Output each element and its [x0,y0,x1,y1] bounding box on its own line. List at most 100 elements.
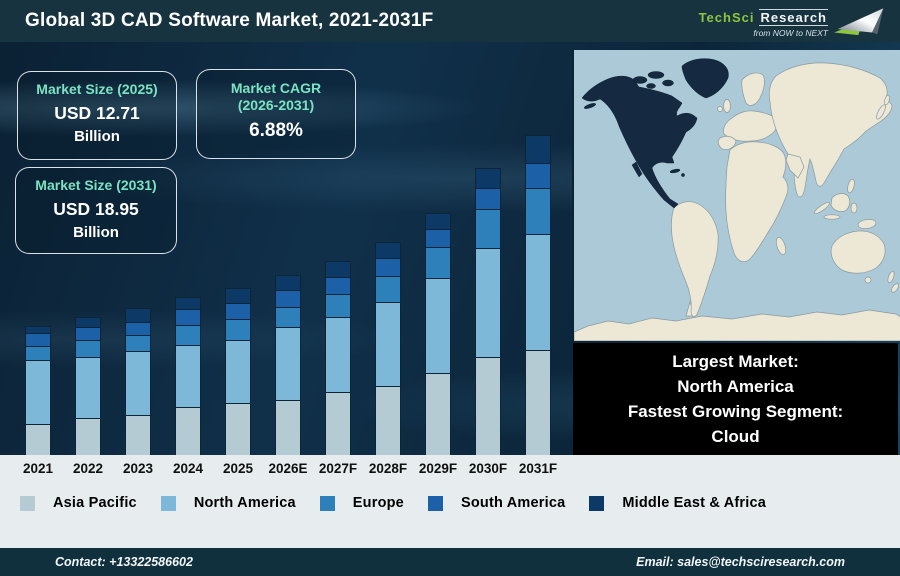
bar-segment-middle-east-africa [25,326,51,333]
bar-segment-north-america [275,327,301,400]
legend-swatch [319,495,335,511]
logo-brand-secondary: Research [759,8,828,26]
bar-segment-middle-east-africa [375,242,401,258]
bar-segment-asia-pacific [475,357,501,455]
legend-label: North America [193,495,296,511]
stat-box-market-size-2031: Market Size (2031) USD 18.95 Billion [15,167,177,254]
bar-segment-south-america [225,303,251,319]
bar-2029F [425,213,451,455]
legend-item-europe: Europe [319,495,404,511]
email-info: Email: sales@techsciresearch.com [636,555,845,569]
legend-item-asia-pacific: Asia Pacific [20,495,137,511]
stat-unit: Billion [74,128,120,145]
x-axis-label-2027F: 2027F [318,461,358,476]
bar-segment-north-america [175,345,201,407]
contact-info: Contact: +13322586602 [55,555,193,569]
stat-label: Market Size (2031) [35,177,157,193]
bar-segment-north-america [225,340,251,403]
bar-segment-south-america [25,333,51,346]
legend-item-middle-east-africa: Middle East & Africa [589,495,766,511]
bar-segment-middle-east-africa [325,261,351,277]
chart-legend: Asia Pacific North America Europe South Ame… [20,495,766,511]
bar-segment-europe [425,247,451,278]
bar-segment-europe [175,325,201,345]
bar-segment-europe [525,188,551,234]
bar-segment-asia-pacific [275,400,301,455]
bar-2027F [325,261,351,455]
logo-brand-primary: TechSci [698,9,755,25]
stat-value: USD 18.95 [53,199,139,219]
bar-segment-middle-east-africa [525,135,551,163]
highlight-line: Cloud [711,427,760,446]
stat-box-market-size-2025: Market Size (2025) USD 12.71 Billion [17,71,177,160]
bar-segment-asia-pacific [125,415,151,455]
bar-segment-north-america [475,248,501,357]
bar-2030F [475,168,501,455]
bar-segment-south-america [175,309,201,325]
header-bar: Global 3D CAD Software Market, 2021-2031… [0,0,900,42]
bar-segment-asia-pacific [425,373,451,455]
bar-segment-europe [225,319,251,340]
x-axis-label-2026E: 2026E [268,461,308,476]
bar-segment-middle-east-africa [225,288,251,303]
bar-segment-europe [125,335,151,351]
bar-segment-north-america [325,317,351,392]
bar-segment-europe [375,276,401,302]
legend-swatch [427,495,443,511]
bar-segment-europe [75,340,101,357]
stat-label: Market Size (2025) [36,81,158,97]
footer-bar: Contact: +13322586602 Email: sales@techs… [0,548,900,576]
bar-segment-asia-pacific [75,418,101,455]
bar-segment-south-america [425,229,451,247]
legend-item-south-america: South America [427,495,566,511]
bar-segment-south-america [275,290,301,307]
legend-label: South America [460,495,566,511]
stat-label: Market CAGR [230,80,322,96]
bar-2024 [175,297,201,455]
bar-2022 [75,317,101,455]
legend-swatch [20,495,35,511]
bar-segment-asia-pacific [375,386,401,455]
x-axis-label-2022: 2022 [72,461,104,476]
logo-arrow-icon [834,8,884,36]
bar-segment-north-america [425,278,451,373]
bar-segment-south-america [75,327,101,340]
page-title: Global 3D CAD Software Market, 2021-2031… [25,10,434,31]
legend-label: Europe [352,495,404,511]
bar-segment-europe [475,209,501,248]
stat-value: 6.88% [249,120,303,141]
bar-segment-north-america [25,360,51,424]
bar-segment-south-america [375,258,401,276]
chart-area: Market Size (2025) USD 12.71 Billion Mar… [0,42,900,455]
bar-segment-europe [25,346,51,360]
bar-2021 [25,326,51,455]
bar-segment-asia-pacific [25,424,51,455]
axis-and-legend-strip: 2021 2022 2023 2024 2025 2026E 2027F 2028F 2029F… [0,455,900,548]
x-axis-label-2024: 2024 [172,461,204,476]
bar-segment-south-america [525,163,551,188]
legend-swatch [160,495,176,511]
x-axis-label-2031F: 2031F [518,461,558,476]
map-land [573,62,900,342]
legend-item-north-america: North America [160,495,296,511]
x-axis-label-2021: 2021 [22,461,54,476]
stat-value: USD 12.71 [54,103,140,123]
bar-segment-middle-east-africa [425,213,451,229]
legend-label: Asia Pacific [53,495,137,511]
bar-2031F [525,135,551,455]
bar-segment-asia-pacific [225,403,251,455]
x-axis-label-2028F: 2028F [368,461,408,476]
bar-segment-north-america [75,357,101,418]
bar-2028F [375,242,401,455]
stat-box-market-cagr: Market CAGR (2026-2031) 6.88% [196,69,356,159]
bar-segment-middle-east-africa [75,317,101,327]
bar-2025 [225,288,251,455]
bar-segment-asia-pacific [325,392,351,455]
stacked-bar-chart [0,42,572,455]
bar-segment-middle-east-africa [275,275,301,290]
bar-segment-south-america [125,322,151,335]
stat-unit: Billion [73,224,119,241]
map-highlight-north-america [581,58,729,209]
legend-label: Middle East & Africa [622,495,767,511]
